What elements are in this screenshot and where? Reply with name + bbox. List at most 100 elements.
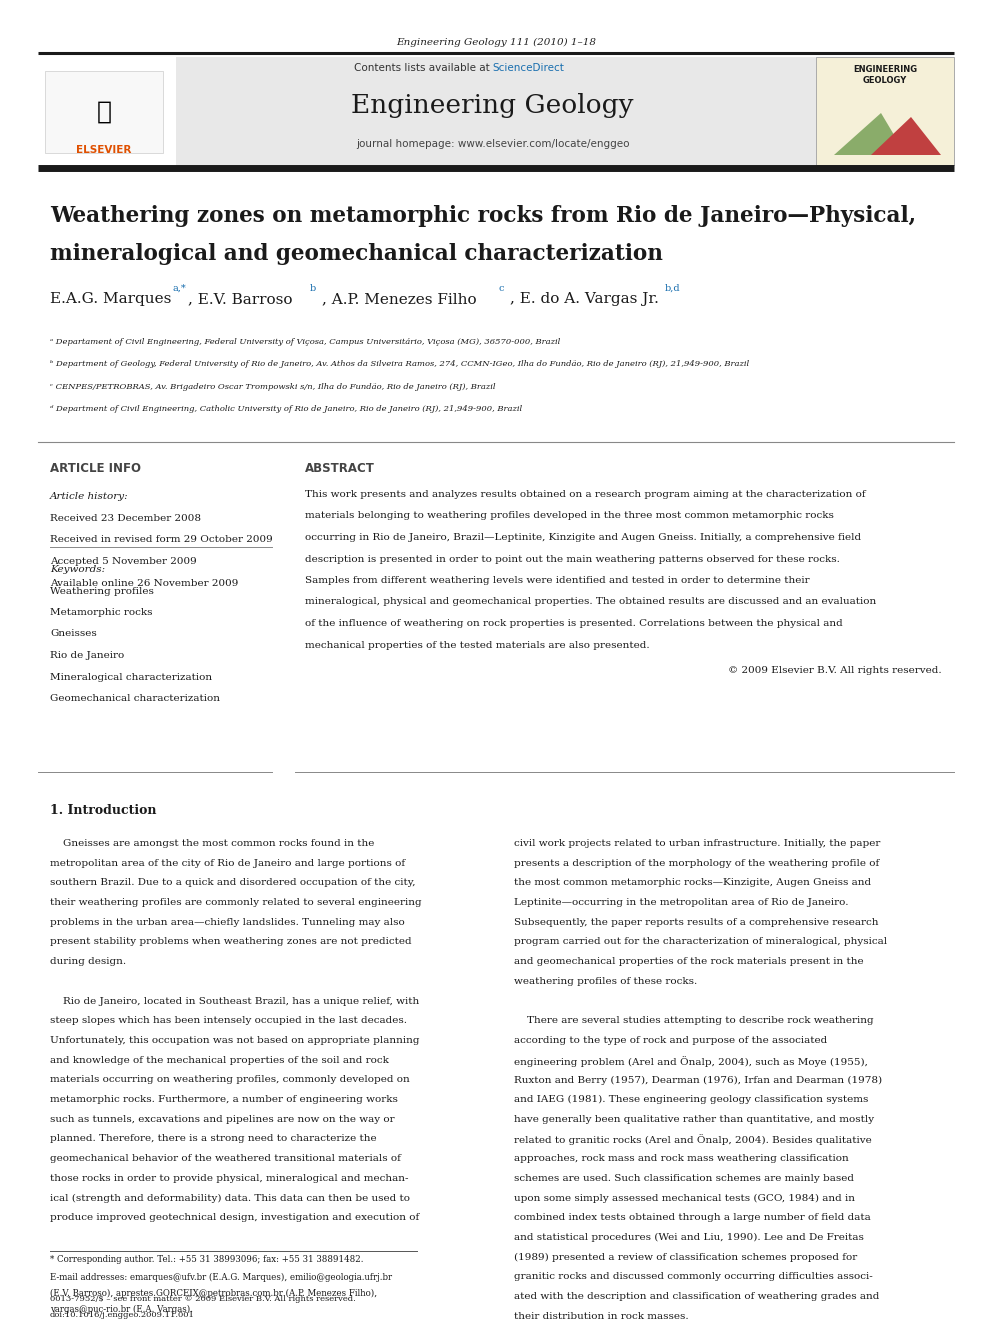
Text: according to the type of rock and purpose of the associated: according to the type of rock and purpos…	[514, 1036, 827, 1045]
Text: Metamorphic rocks: Metamorphic rocks	[50, 609, 153, 617]
Text: description is presented in order to point out the main weathering patterns obse: description is presented in order to poi…	[305, 554, 840, 564]
Text: doi:10.1016/j.enggeo.2009.11.001: doi:10.1016/j.enggeo.2009.11.001	[50, 1311, 194, 1319]
Text: c: c	[498, 284, 504, 292]
Text: ᶜ CENPES/PETROBRAS, Av. Brigadeiro Oscar Trompowski s/n, Ilha do Fundão, Rio de : ᶜ CENPES/PETROBRAS, Av. Brigadeiro Oscar…	[50, 382, 495, 392]
Text: ABSTRACT: ABSTRACT	[305, 462, 375, 475]
Text: of the influence of weathering on rock properties is presented. Correlations bet: of the influence of weathering on rock p…	[305, 619, 843, 628]
Text: © 2009 Elsevier B.V. All rights reserved.: © 2009 Elsevier B.V. All rights reserved…	[728, 665, 942, 675]
Text: Article history:: Article history:	[50, 492, 129, 501]
Text: Unfortunately, this occupation was not based on appropriate planning: Unfortunately, this occupation was not b…	[50, 1036, 420, 1045]
Text: , E. do A. Vargas Jr.: , E. do A. Vargas Jr.	[510, 292, 659, 306]
Text: Rio de Janeiro: Rio de Janeiro	[50, 651, 124, 660]
Text: and geomechanical properties of the rock materials present in the: and geomechanical properties of the rock…	[514, 958, 864, 966]
Text: vargas@puc-rio.br (E.A. Vargas).: vargas@puc-rio.br (E.A. Vargas).	[50, 1304, 193, 1314]
Text: Gneisses: Gneisses	[50, 630, 97, 639]
Text: mineralogical, physical and geomechanical properties. The obtained results are d: mineralogical, physical and geomechanica…	[305, 598, 876, 606]
Text: civil work projects related to urban infrastructure. Initially, the paper: civil work projects related to urban inf…	[514, 839, 880, 848]
Text: (1989) presented a review of classification schemes proposed for: (1989) presented a review of classificat…	[514, 1253, 857, 1262]
Text: geomechanical behavior of the weathered transitional materials of: geomechanical behavior of the weathered …	[50, 1154, 401, 1163]
Text: a,*: a,*	[172, 284, 186, 292]
Text: metamorphic rocks. Furthermore, a number of engineering works: metamorphic rocks. Furthermore, a number…	[50, 1095, 398, 1105]
Text: steep slopes which has been intensely occupied in the last decades.: steep slopes which has been intensely oc…	[50, 1016, 407, 1025]
Text: E-mail addresses: emarques@ufv.br (E.A.G. Marques), emilio@geologia.ufrj.br: E-mail addresses: emarques@ufv.br (E.A.G…	[50, 1273, 392, 1282]
Text: their weathering profiles are commonly related to several engineering: their weathering profiles are commonly r…	[50, 898, 422, 908]
Text: Geomechanical characterization: Geomechanical characterization	[50, 695, 220, 703]
Text: occurring in Rio de Janeiro, Brazil—Leptinite, Kinzigite and Augen Gneiss. Initi: occurring in Rio de Janeiro, Brazil—Lept…	[305, 533, 861, 542]
Text: 0013-7952/$ – see front matter © 2009 Elsevier B.V. All rights reserved.: 0013-7952/$ – see front matter © 2009 El…	[50, 1295, 356, 1303]
Text: 1. Introduction: 1. Introduction	[50, 804, 157, 818]
Text: Contents lists available at: Contents lists available at	[353, 64, 492, 73]
Text: engineering problem (Arel and Önalp, 2004), such as Moye (1955),: engineering problem (Arel and Önalp, 200…	[514, 1056, 868, 1066]
Text: program carried out for the characterization of mineralogical, physical: program carried out for the characteriza…	[514, 938, 887, 946]
Text: * Corresponding author. Tel.: +55 31 38993096; fax: +55 31 38891482.: * Corresponding author. Tel.: +55 31 389…	[50, 1256, 363, 1263]
Text: Samples from different weathering levels were identified and tested in order to : Samples from different weathering levels…	[305, 576, 809, 585]
Text: Mineralogical characterization: Mineralogical characterization	[50, 672, 212, 681]
Text: mineralogical and geomechanical characterization: mineralogical and geomechanical characte…	[50, 243, 663, 265]
Text: 🌲: 🌲	[96, 101, 111, 124]
Text: approaches, rock mass and rock mass weathering classification: approaches, rock mass and rock mass weat…	[514, 1154, 849, 1163]
Text: ᵇ Department of Geology, Federal University of Rio de Janeiro, Av. Athos da Silv: ᵇ Department of Geology, Federal Univers…	[50, 360, 749, 369]
Text: Received 23 December 2008: Received 23 December 2008	[50, 515, 201, 523]
Text: Received in revised form 29 October 2009: Received in revised form 29 October 2009	[50, 536, 273, 545]
Text: ENGINEERING
GEOLOGY: ENGINEERING GEOLOGY	[853, 65, 917, 85]
Text: problems in the urban area—chiefly landslides. Tunneling may also: problems in the urban area—chiefly lands…	[50, 918, 405, 927]
Text: Accepted 5 November 2009: Accepted 5 November 2009	[50, 557, 196, 566]
Text: Gneisses are amongst the most common rocks found in the: Gneisses are amongst the most common roc…	[50, 839, 374, 848]
Text: Leptinite—occurring in the metropolitan area of Rio de Janeiro.: Leptinite—occurring in the metropolitan …	[514, 898, 848, 908]
Text: have generally been qualitative rather than quantitative, and mostly: have generally been qualitative rather t…	[514, 1115, 874, 1123]
Text: journal homepage: www.elsevier.com/locate/enggeo: journal homepage: www.elsevier.com/locat…	[356, 139, 629, 149]
Text: materials occurring on weathering profiles, commonly developed on: materials occurring on weathering profil…	[50, 1076, 410, 1085]
Text: b,d: b,d	[665, 284, 681, 292]
Text: Weathering zones on metamorphic rocks from Rio de Janeiro—Physical,: Weathering zones on metamorphic rocks fr…	[50, 205, 917, 228]
Text: related to granitic rocks (Arel and Önalp, 2004). Besides qualitative: related to granitic rocks (Arel and Önal…	[514, 1135, 872, 1146]
Text: , A.P. Menezes Filho: , A.P. Menezes Filho	[322, 292, 476, 306]
Text: such as tunnels, excavations and pipelines are now on the way or: such as tunnels, excavations and pipelin…	[50, 1115, 395, 1123]
Text: granitic rocks and discussed commonly occurring difficulties associ-: granitic rocks and discussed commonly oc…	[514, 1273, 873, 1282]
Text: weathering profiles of these rocks.: weathering profiles of these rocks.	[514, 976, 697, 986]
Text: combined index tests obtained through a large number of field data: combined index tests obtained through a …	[514, 1213, 871, 1222]
Text: b: b	[310, 284, 316, 292]
Text: There are several studies attempting to describe rock weathering: There are several studies attempting to …	[514, 1016, 874, 1025]
Text: Keywords:: Keywords:	[50, 565, 105, 574]
Text: mechanical properties of the tested materials are also presented.: mechanical properties of the tested mate…	[305, 640, 650, 650]
FancyBboxPatch shape	[38, 57, 176, 165]
Text: , E.V. Barroso: , E.V. Barroso	[188, 292, 293, 306]
Text: ELSEVIER: ELSEVIER	[76, 146, 132, 155]
Text: and knowledge of the mechanical properties of the soil and rock: and knowledge of the mechanical properti…	[50, 1056, 389, 1065]
Text: ARTICLE INFO: ARTICLE INFO	[50, 462, 141, 475]
Polygon shape	[871, 116, 941, 155]
Text: materials belonging to weathering profiles developed in the three most common me: materials belonging to weathering profil…	[305, 512, 834, 520]
Text: Rio de Janeiro, located in Southeast Brazil, has a unique relief, with: Rio de Janeiro, located in Southeast Bra…	[50, 996, 420, 1005]
Text: present stability problems when weathering zones are not predicted: present stability problems when weatheri…	[50, 938, 412, 946]
Text: ScienceDirect: ScienceDirect	[492, 64, 564, 73]
Text: Ruxton and Berry (1957), Dearman (1976), Irfan and Dearman (1978): Ruxton and Berry (1957), Dearman (1976),…	[514, 1076, 882, 1085]
Text: Weathering profiles: Weathering profiles	[50, 586, 154, 595]
Polygon shape	[834, 112, 906, 155]
Text: upon some simply assessed mechanical tests (GCO, 1984) and in: upon some simply assessed mechanical tes…	[514, 1193, 855, 1203]
FancyBboxPatch shape	[45, 71, 163, 153]
Text: ical (strength and deformability) data. This data can then be used to: ical (strength and deformability) data. …	[50, 1193, 410, 1203]
Text: during design.: during design.	[50, 958, 126, 966]
Text: ᵃ Departament of Civil Engineering, Federal University of Viçosa, Campus Univers: ᵃ Departament of Civil Engineering, Fede…	[50, 337, 560, 347]
FancyBboxPatch shape	[816, 57, 954, 165]
Text: produce improved geotechnical design, investigation and execution of: produce improved geotechnical design, in…	[50, 1213, 420, 1222]
Text: schemes are used. Such classification schemes are mainly based: schemes are used. Such classification sc…	[514, 1174, 854, 1183]
Text: their distribution in rock masses.: their distribution in rock masses.	[514, 1312, 688, 1320]
Text: the most common metamorphic rocks—Kinzigite, Augen Gneiss and: the most common metamorphic rocks—Kinzig…	[514, 878, 871, 888]
Text: Engineering Geology: Engineering Geology	[351, 93, 634, 118]
FancyBboxPatch shape	[38, 57, 954, 165]
Text: Available online 26 November 2009: Available online 26 November 2009	[50, 578, 238, 587]
Text: (E.V. Barroso), aprestes.GORCEIX@petrobras.com.br (A.P. Menezes Filho),: (E.V. Barroso), aprestes.GORCEIX@petrobr…	[50, 1289, 377, 1298]
Text: presents a description of the morphology of the weathering profile of: presents a description of the morphology…	[514, 859, 879, 868]
Text: Engineering Geology 111 (2010) 1–18: Engineering Geology 111 (2010) 1–18	[396, 38, 596, 48]
Text: metropolitan area of the city of Rio de Janeiro and large portions of: metropolitan area of the city of Rio de …	[50, 859, 405, 868]
Text: E.A.G. Marques: E.A.G. Marques	[50, 292, 172, 306]
Text: ated with the description and classification of weathering grades and: ated with the description and classifica…	[514, 1293, 879, 1301]
Text: and statistical procedures (Wei and Liu, 1990). Lee and De Freitas: and statistical procedures (Wei and Liu,…	[514, 1233, 864, 1242]
Text: This work presents and analyzes results obtained on a research program aiming at: This work presents and analyzes results …	[305, 490, 866, 499]
Text: southern Brazil. Due to a quick and disordered occupation of the city,: southern Brazil. Due to a quick and diso…	[50, 878, 416, 888]
Text: Subsequently, the paper reports results of a comprehensive research: Subsequently, the paper reports results …	[514, 918, 879, 927]
Text: ᵈ Department of Civil Engineering, Catholic University of Rio de Janeiro, Rio de: ᵈ Department of Civil Engineering, Catho…	[50, 406, 522, 414]
Text: planned. Therefore, there is a strong need to characterize the: planned. Therefore, there is a strong ne…	[50, 1135, 377, 1143]
Text: those rocks in order to provide physical, mineralogical and mechan-: those rocks in order to provide physical…	[50, 1174, 409, 1183]
